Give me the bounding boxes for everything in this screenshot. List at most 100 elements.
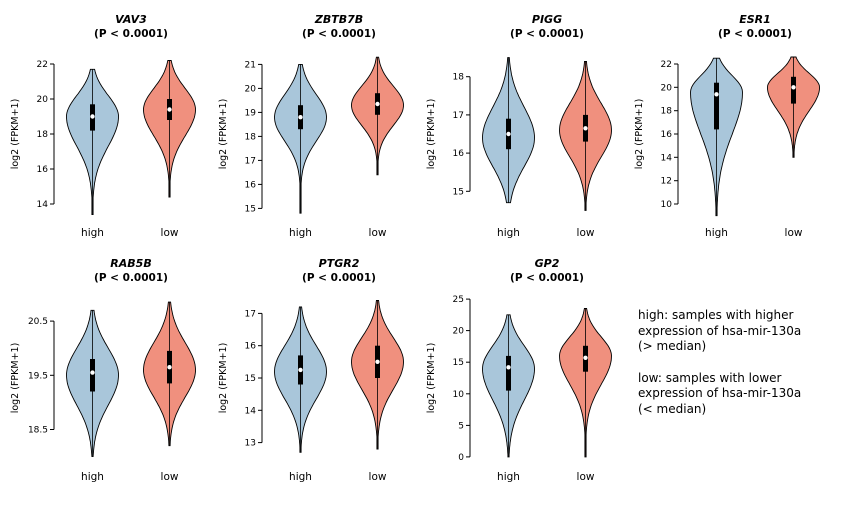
x-tick-label-high: high	[705, 227, 728, 239]
x-tick-label-low: low	[161, 471, 179, 483]
median-dot-high	[506, 131, 511, 137]
x-tick-label-low: low	[369, 471, 387, 483]
y-tick-label: 0	[458, 453, 464, 463]
violin-svg-ESR1: ESR1 (P < 0.0001) log2 (FPKM+1) 10 12 14 16 18 2…	[634, 13, 820, 239]
x-tick-label-high: high	[81, 227, 104, 239]
x-tick-label-low: low	[577, 227, 595, 239]
violin-svg-PTGR2: PTGR2 (P < 0.0001) log2 (FPKM+1) 13 14 15 16 17…	[218, 257, 404, 483]
y-tick-label: 22	[37, 60, 48, 70]
legend-note: high: samples with higher expression of …	[638, 308, 838, 494]
y-axis-label: log2 (FPKM+1)	[10, 343, 21, 414]
plot-title: PTGR2	[319, 257, 360, 270]
x-tick-label-high: high	[289, 227, 312, 239]
y-tick-label: 10	[661, 200, 673, 210]
x-tick-label-high: high	[497, 227, 520, 239]
y-tick-label: 16	[245, 180, 257, 190]
median-dot-high	[714, 92, 719, 97]
y-tick-label: 16	[245, 342, 257, 352]
y-tick-label: 18	[453, 73, 465, 83]
plot-title: ZBTB7B	[314, 13, 363, 26]
y-tick-label: 18.5	[28, 426, 48, 436]
violin-svg-VAV3: VAV3 (P < 0.0001) log2 (FPKM+1) 14 16 18 20 22 h…	[10, 13, 196, 239]
iqr-box-high	[90, 359, 95, 392]
median-dot-high	[298, 367, 303, 373]
plot-subtitle: (P < 0.0001)	[94, 272, 168, 284]
violin-svg-RAB5B: RAB5B (P < 0.0001) log2 (FPKM+1) 18.5 19.5 20…	[10, 257, 196, 483]
bottom-row: RAB5B (P < 0.0001) log2 (FPKM+1) 18.5 19.5 20…	[6, 250, 844, 494]
plot-subtitle: (P < 0.0001)	[94, 28, 168, 40]
median-dot-low	[583, 126, 588, 131]
plot-subtitle: (P < 0.0001)	[510, 28, 584, 40]
median-dot-high	[90, 114, 95, 119]
note-low: low: samples with lower expression of hs…	[638, 370, 802, 416]
plot-subtitle: (P < 0.0001)	[718, 28, 792, 40]
plot-subtitle: (P < 0.0001)	[510, 272, 584, 284]
y-tick-label: 20	[245, 84, 257, 94]
x-tick-label-low: low	[161, 227, 179, 239]
x-tick-label-low: low	[785, 227, 803, 239]
x-tick-label-low: low	[577, 471, 595, 483]
y-tick-label: 14	[661, 153, 673, 163]
y-tick-label: 22	[661, 60, 672, 70]
y-tick-label: 14	[245, 406, 257, 416]
y-tick-label: 19	[245, 108, 257, 118]
y-tick-label: 15	[453, 358, 464, 368]
y-tick-label: 12	[661, 177, 672, 187]
y-tick-label: 16	[661, 130, 673, 140]
violin-svg-ZBTB7B: ZBTB7B (P < 0.0001) log2 (FPKM+1) 15 16 17 18 1…	[218, 13, 404, 239]
plot-subtitle: (P < 0.0001)	[302, 28, 376, 40]
x-tick-label-high: high	[289, 471, 312, 483]
y-tick-label: 21	[245, 60, 256, 70]
median-dot-low	[791, 85, 796, 90]
violin-plot-VAV3: VAV3 (P < 0.0001) log2 (FPKM+1) 14 16 18 20 22 h…	[6, 6, 214, 250]
plot-title: VAV3	[115, 13, 147, 26]
violin-plot-GP2: GP2 (P < 0.0001) log2 (FPKM+1) 0 5 10 15 20 25 hi…	[422, 250, 630, 494]
y-tick-label: 18	[661, 107, 673, 117]
plot-title: ESR1	[739, 13, 771, 26]
note-high: high: samples with higher expression of …	[638, 308, 802, 354]
y-tick-label: 20.5	[28, 317, 48, 327]
y-tick-label: 17	[453, 111, 464, 121]
y-tick-label: 18	[37, 130, 49, 140]
median-dot-low	[167, 365, 172, 370]
y-tick-label: 20	[37, 95, 49, 105]
y-axis-label: log2 (FPKM+1)	[426, 99, 437, 170]
y-tick-label: 18	[245, 132, 257, 142]
x-tick-label-high: high	[497, 471, 520, 483]
median-dot-low	[583, 355, 588, 360]
y-tick-label: 20	[661, 83, 673, 93]
median-dot-low	[375, 101, 380, 107]
violin-svg-GP2: GP2 (P < 0.0001) log2 (FPKM+1) 0 5 10 15 20 25 hi…	[426, 257, 612, 483]
plot-subtitle: (P < 0.0001)	[302, 272, 376, 284]
y-axis-label: log2 (FPKM+1)	[10, 99, 21, 170]
top-row: VAV3 (P < 0.0001) log2 (FPKM+1) 14 16 18 20 22 h…	[6, 6, 844, 250]
median-dot-high	[506, 365, 511, 370]
iqr-box-low	[791, 76, 796, 104]
y-axis-label: log2 (FPKM+1)	[218, 343, 229, 414]
bottom-row-plots: RAB5B (P < 0.0001) log2 (FPKM+1) 18.5 19.5 20…	[6, 250, 630, 494]
y-axis-label: log2 (FPKM+1)	[634, 99, 645, 170]
plot-title: GP2	[535, 257, 560, 270]
y-tick-label: 5	[458, 421, 464, 431]
iqr-box-high	[714, 82, 719, 130]
y-tick-label: 25	[453, 295, 464, 305]
median-dot-low	[167, 107, 172, 112]
violin-plot-RAB5B: RAB5B (P < 0.0001) log2 (FPKM+1) 18.5 19.5 20…	[6, 250, 214, 494]
violin-plot-PIGG: PIGG (P < 0.0001) log2 (FPKM+1) 15 16 17 18 hig…	[422, 6, 630, 250]
y-tick-label: 16	[37, 165, 49, 175]
x-tick-label-low: low	[369, 227, 387, 239]
y-axis-label: log2 (FPKM+1)	[218, 99, 229, 170]
iqr-box-high	[506, 355, 511, 391]
y-tick-label: 17	[245, 309, 256, 319]
y-tick-label: 14	[37, 200, 49, 210]
y-tick-label: 19.5	[28, 371, 48, 381]
y-tick-label: 20	[453, 327, 465, 337]
y-axis-label: log2 (FPKM+1)	[426, 343, 437, 414]
median-dot-low	[375, 359, 380, 364]
median-dot-high	[90, 370, 95, 375]
violin-figure: VAV3 (P < 0.0001) log2 (FPKM+1) 14 16 18 20 22 h…	[6, 6, 844, 494]
y-tick-label: 15	[453, 187, 464, 197]
y-tick-label: 15	[245, 374, 256, 384]
violin-plot-ZBTB7B: ZBTB7B (P < 0.0001) log2 (FPKM+1) 15 16 17 18 1…	[214, 6, 422, 250]
median-dot-high	[298, 115, 303, 120]
